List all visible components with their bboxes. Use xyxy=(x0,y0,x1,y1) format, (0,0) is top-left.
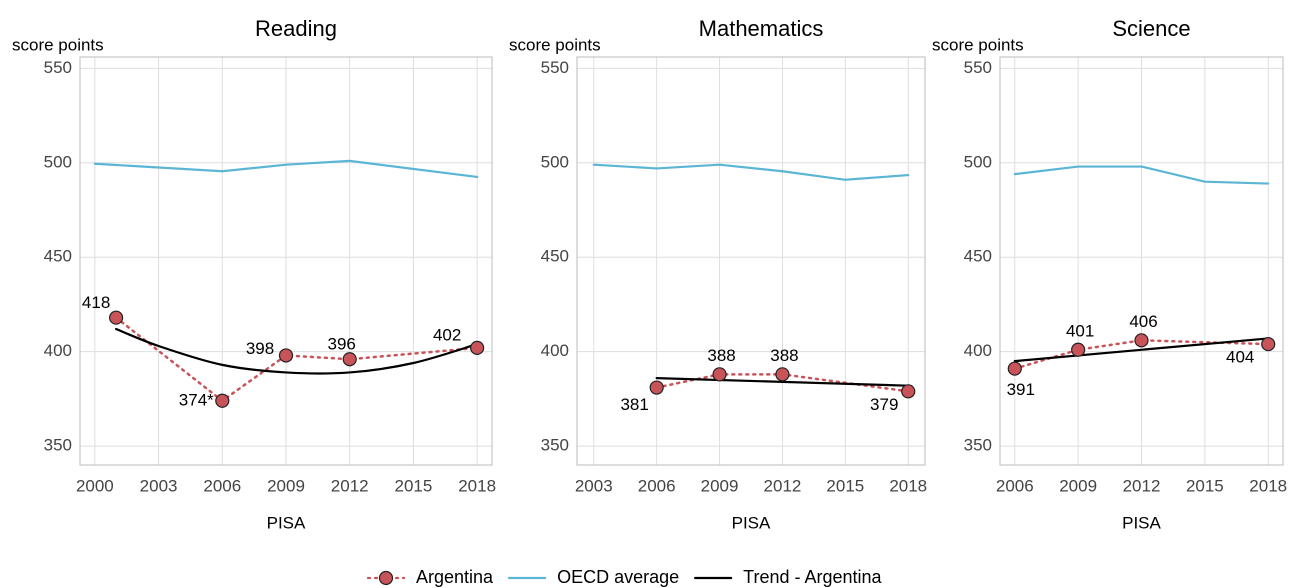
data-point xyxy=(470,340,485,355)
x-tick-label: 2015 xyxy=(1186,476,1224,495)
y-tick-label: 550 xyxy=(964,58,992,77)
x-tick-label: 2018 xyxy=(889,476,927,495)
data-label: 398 xyxy=(246,339,274,358)
x-tick-label: 2006 xyxy=(638,476,676,495)
x-tick-label: 2009 xyxy=(267,476,305,495)
y-tick-label: 500 xyxy=(44,152,72,171)
data-label: 381 xyxy=(620,395,648,414)
x-tick-label: 2003 xyxy=(575,476,613,495)
x-tick-label: 2012 xyxy=(1123,476,1161,495)
y-tick-label: 350 xyxy=(541,436,569,455)
y-tick-label: 550 xyxy=(44,58,72,77)
panel: Reading score points PISA 350 400 450 500 550 20… xyxy=(12,16,496,533)
legend: Argentina OECD average Trend - Argentina xyxy=(366,567,883,587)
data-label: 418 xyxy=(82,293,110,312)
data-point xyxy=(901,384,916,399)
data-label: 402 xyxy=(433,325,461,344)
y-axis-label: score points xyxy=(12,35,104,54)
data-label: 391 xyxy=(1007,380,1035,399)
panel-title: Mathematics xyxy=(699,16,824,41)
data-point xyxy=(109,310,124,325)
oecd-line xyxy=(592,163,910,181)
panel-border xyxy=(999,56,1284,466)
argentina-line xyxy=(1013,339,1270,370)
x-tick-label: 2006 xyxy=(996,476,1034,495)
x-tick-label: 2006 xyxy=(203,476,241,495)
x-tick-label: 2012 xyxy=(764,476,802,495)
argentina-line xyxy=(114,316,479,403)
data-point xyxy=(775,367,790,382)
trend-line xyxy=(1013,337,1270,363)
data-point xyxy=(1007,361,1022,376)
data-label: 396 xyxy=(328,335,356,354)
data-label: 406 xyxy=(1129,312,1157,331)
y-tick-label: 350 xyxy=(44,436,72,455)
data-point xyxy=(278,348,294,363)
legend-label: OECD average xyxy=(557,567,679,587)
data-label: 379 xyxy=(870,395,898,414)
x-tick-label: 2009 xyxy=(1059,476,1097,495)
x-tick-label: 2015 xyxy=(826,476,864,495)
x-tick-label: 2012 xyxy=(331,476,369,495)
data-point xyxy=(712,367,727,382)
y-tick-label: 450 xyxy=(541,247,569,266)
y-tick-label: 550 xyxy=(541,58,569,77)
oecd-line xyxy=(93,159,479,179)
panel-border xyxy=(79,56,493,466)
panel-border xyxy=(576,56,926,466)
data-point xyxy=(1134,333,1149,348)
data-point xyxy=(215,393,230,408)
data-point xyxy=(1071,342,1086,357)
panel-title: Reading xyxy=(255,16,337,41)
x-tick-label: 2018 xyxy=(458,476,496,495)
y-axis-label: score points xyxy=(509,35,601,54)
x-tick-label: 2018 xyxy=(1249,476,1287,495)
legend-label: Argentina xyxy=(416,567,494,587)
data-label: 401 xyxy=(1066,321,1094,340)
y-tick-label: 450 xyxy=(964,247,992,266)
y-tick-label: 400 xyxy=(964,341,992,360)
data-point xyxy=(649,380,664,395)
y-tick-label: 400 xyxy=(44,341,72,360)
y-tick-label: 350 xyxy=(964,436,992,455)
x-tick-label: 2003 xyxy=(140,476,178,495)
legend-marker xyxy=(378,570,394,586)
y-tick-label: 500 xyxy=(964,152,992,171)
y-tick-label: 500 xyxy=(541,152,569,171)
data-point xyxy=(342,352,357,367)
data-label: 404 xyxy=(1226,348,1254,367)
x-axis-label: PISA xyxy=(732,513,771,532)
x-axis-label: PISA xyxy=(267,513,306,532)
y-axis-label: score points xyxy=(932,35,1024,54)
x-tick-label: 2009 xyxy=(701,476,739,495)
x-tick-label: 2000 xyxy=(76,476,114,495)
y-tick-label: 450 xyxy=(44,247,72,266)
y-tick-label: 400 xyxy=(541,341,569,360)
x-tick-label: 2015 xyxy=(395,476,433,495)
data-label: 388 xyxy=(707,346,735,365)
panel: Mathematics score points PISA 350 400 450 500 5… xyxy=(509,16,927,533)
panel-title: Science xyxy=(1112,16,1190,41)
legend-label: Trend - Argentina xyxy=(743,567,882,587)
x-axis-label: PISA xyxy=(1122,513,1161,532)
trend-line xyxy=(115,327,479,375)
panel: Science score points PISA 350 400 450 500 550 20… xyxy=(932,16,1287,533)
trend-line xyxy=(655,377,910,387)
data-point xyxy=(1261,337,1276,352)
data-label: 388 xyxy=(770,346,798,365)
oecd-line xyxy=(1013,165,1270,185)
data-label: 374* xyxy=(179,390,214,409)
